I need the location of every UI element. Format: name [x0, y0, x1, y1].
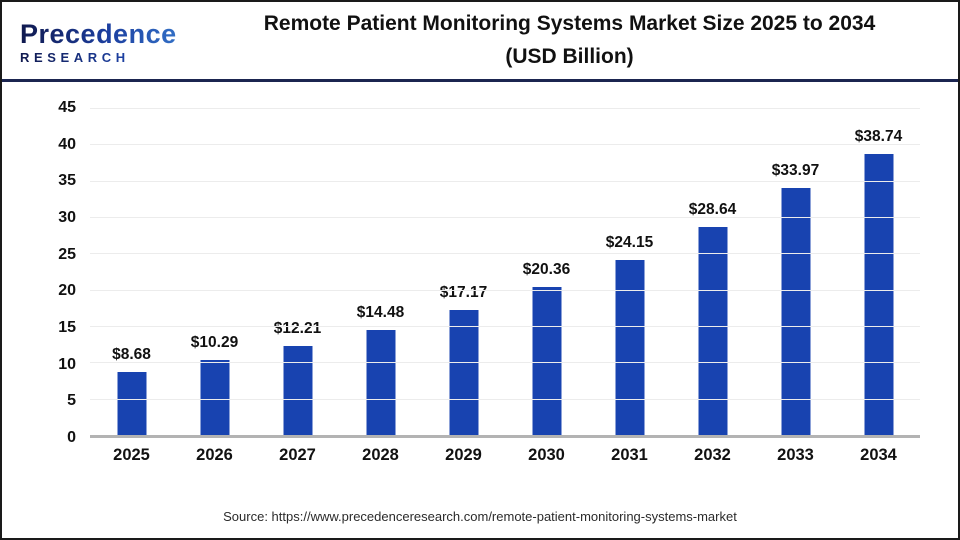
bar-value-label-2034: $38.74 [854, 127, 903, 145]
y-tick-label-40: 40 [58, 135, 76, 153]
bar-2031 [615, 259, 644, 435]
precedence-research-logo: Precedence RESEARCH [20, 17, 205, 65]
bar-value-label-2028: $14.48 [356, 303, 405, 321]
bar-slot-2033: $33.97 [754, 108, 837, 435]
bar-value-label-2026: $10.29 [190, 334, 239, 352]
gridline-10 [90, 362, 920, 364]
bar-2034 [864, 153, 893, 435]
gridline-25 [90, 253, 920, 255]
bar-slot-2032: $28.64 [671, 108, 754, 435]
y-tick-label-45: 45 [58, 99, 76, 116]
gridline-30 [90, 217, 920, 218]
bar-slot-2027: $12.21 [256, 108, 339, 435]
bar-value-label-2029: $17.17 [439, 284, 488, 302]
bar-value-label-2033: $33.97 [771, 162, 820, 180]
logo-subtitle: RESEARCH [20, 51, 205, 64]
gridline-35 [90, 180, 920, 182]
y-tick-label-20: 20 [58, 282, 76, 300]
bar-2033 [781, 188, 810, 435]
gridline-40 [90, 144, 920, 146]
bar-value-label-2032: $28.64 [688, 200, 737, 218]
x-axis: 2025 2026 2027 2028 2029 2030 2031 2032 2033 2034 [90, 446, 920, 465]
y-tick-label-5: 5 [67, 392, 76, 410]
x-tick-label-2032: 2032 [694, 446, 731, 464]
header: Precedence RESEARCH Remote Patient Monit… [2, 2, 958, 82]
y-tick-label-30: 30 [58, 209, 76, 226]
bar-value-label-2027: $12.21 [273, 320, 322, 338]
bar-chart: 45 40 35 30 25 20 15 10 5 0 $8.68 $10.29 $12.21 $14.… [12, 99, 920, 446]
chart-title: Remote Patient Monitoring Systems Market… [205, 8, 948, 73]
x-tick-label-2031: 2031 [611, 446, 648, 464]
bar-slot-2025: $8.68 [90, 108, 173, 435]
bars-container: $8.68 $10.29 $12.21 $14.48 $17.17 $20.36 $24.1… [90, 108, 920, 435]
bar-slot-2030: $20.36 [505, 108, 588, 435]
x-tick-label-2025: 2025 [113, 446, 150, 464]
y-tick-label-25: 25 [58, 245, 76, 263]
bar-slot-2031: $24.15 [588, 108, 671, 435]
footer: Source: https://www.precedenceresearch.c… [2, 509, 958, 538]
bar-2027 [283, 346, 312, 435]
plot-area: $8.68 $10.29 $12.21 $14.48 $17.17 $20.36 $24.1… [90, 108, 920, 438]
bar-2032 [698, 226, 727, 435]
y-axis: 45 40 35 30 25 20 15 10 5 0 [12, 99, 90, 446]
x-tick-label-2033: 2033 [777, 446, 814, 464]
y-tick-label-15: 15 [58, 319, 76, 336]
bar-2026 [200, 360, 229, 435]
gridline-45 [90, 108, 920, 109]
bar-value-label-2025: $8.68 [112, 345, 151, 363]
x-tick-label-2029: 2029 [445, 446, 482, 464]
x-tick-label-2028: 2028 [362, 446, 399, 464]
x-tick-label-2026: 2026 [196, 446, 233, 464]
bar-slot-2026: $10.29 [173, 108, 256, 435]
bar-2029 [449, 310, 478, 435]
bar-2030 [532, 287, 561, 435]
bar-2028 [366, 329, 395, 435]
bar-value-label-2030: $20.36 [522, 261, 571, 279]
bar-2025 [117, 371, 146, 435]
x-tick-label-2030: 2030 [528, 446, 565, 464]
y-tick-label-35: 35 [58, 172, 76, 190]
bar-slot-2029: $17.17 [422, 108, 505, 435]
bar-slot-2034: $38.74 [837, 108, 920, 435]
gridline-5 [90, 398, 920, 400]
chart-title-line-1: Remote Patient Monitoring Systems Market… [263, 11, 876, 35]
source-text: Source: https://www.precedenceresearch.c… [223, 509, 737, 524]
x-tick-label-2034: 2034 [860, 446, 897, 464]
y-tick-label-10: 10 [58, 355, 76, 373]
gridline-15 [90, 326, 920, 327]
gridline-20 [90, 289, 920, 291]
chart-section: 45 40 35 30 25 20 15 10 5 0 $8.68 $10.29 $12.21 $14.… [2, 82, 958, 509]
logo-wordmark: Precedence [20, 21, 205, 48]
bar-slot-2028: $14.48 [339, 108, 422, 435]
chart-title-line-2: (USD Billion) [505, 44, 634, 68]
y-tick-label-0: 0 [67, 429, 76, 446]
bar-value-label-2031: $24.15 [605, 233, 654, 251]
x-tick-label-2027: 2027 [279, 446, 316, 464]
